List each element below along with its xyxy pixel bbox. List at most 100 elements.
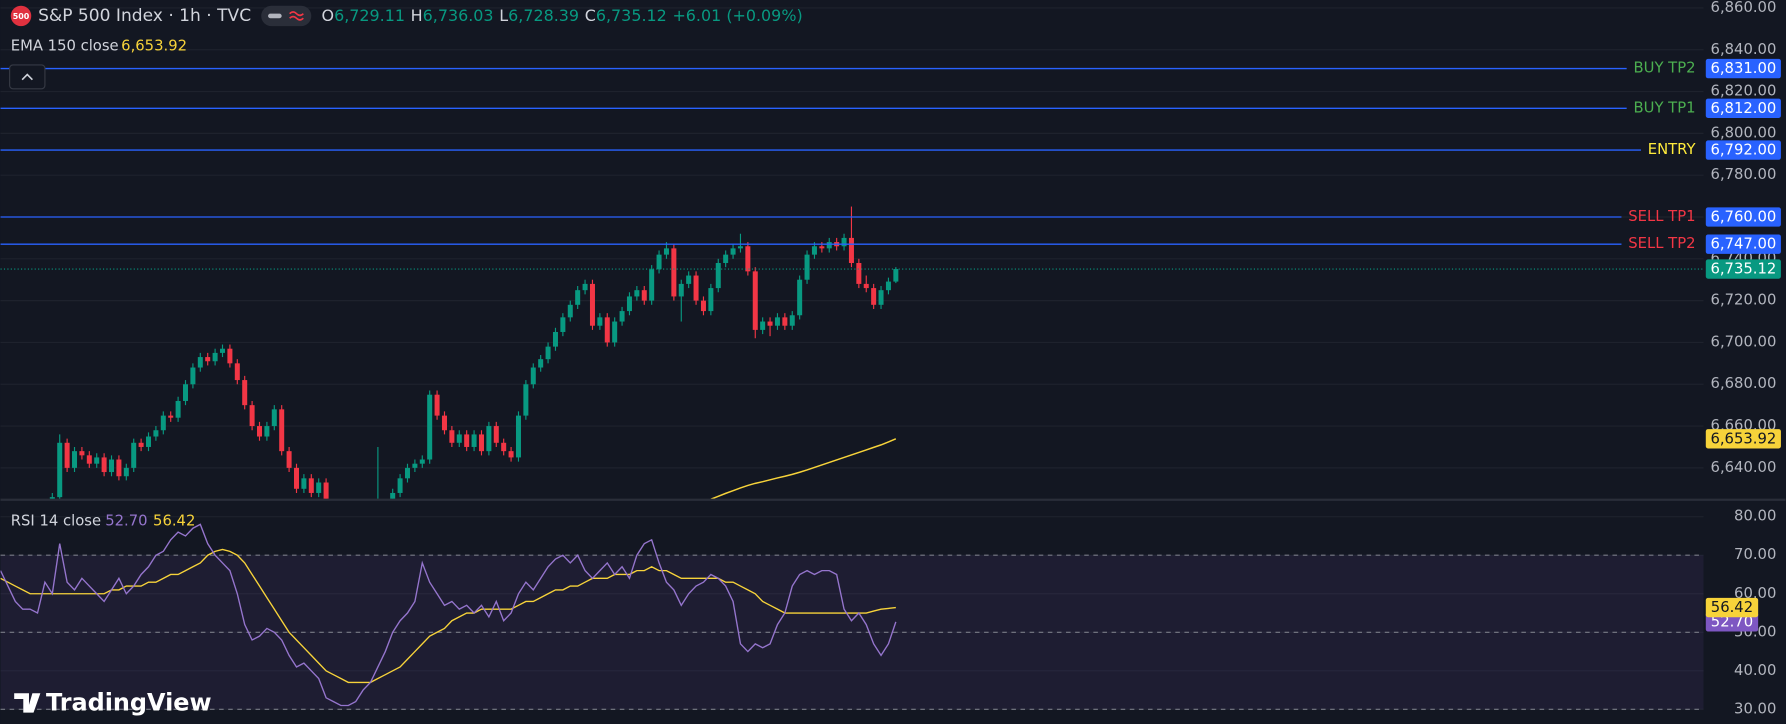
candle-body: [567, 304, 573, 318]
candle-body: [530, 367, 536, 385]
candle-body: [123, 467, 129, 477]
candle-body: [441, 415, 447, 431]
candle-body: [708, 288, 714, 312]
candle-body: [560, 317, 566, 332]
y-tick-label: 70.00: [1734, 546, 1776, 563]
y-tick-label: 6,800.00: [1711, 124, 1777, 141]
candle-body: [619, 311, 625, 322]
candle-body: [316, 482, 322, 493]
candle-body: [885, 281, 891, 291]
candle-body: [219, 348, 226, 353]
ohlc-value: 6,736.03: [423, 5, 494, 24]
candle-body: [878, 290, 884, 305]
candle-body: [671, 248, 677, 297]
candle-body: [693, 275, 699, 301]
candle-body: [612, 321, 618, 343]
candle-body: [797, 279, 803, 316]
ohlc-key: L: [499, 5, 508, 24]
candle-body: [131, 442, 137, 468]
candle-body: [589, 283, 595, 326]
candle-body: [723, 254, 729, 263]
candle-body: [86, 455, 92, 464]
toggle-icon[interactable]: [289, 11, 304, 21]
candle-body: [804, 254, 810, 280]
toggle-icon[interactable]: [268, 13, 282, 19]
candle-body: [545, 346, 551, 360]
ohlc-key: C: [585, 5, 596, 24]
candle-body: [146, 436, 152, 447]
candle-body: [663, 248, 669, 255]
rsi-line: [0, 523, 897, 707]
collapse-button[interactable]: [9, 64, 46, 90]
ema-legend: EMA 150 close: [11, 38, 119, 55]
ema-price-tag: [1705, 429, 1781, 449]
candle-body: [552, 331, 558, 347]
candle-body: [212, 352, 218, 362]
candle-body: [730, 248, 736, 255]
candle-body: [57, 442, 63, 498]
ohlc-change: +6.01 (+0.09%): [672, 5, 802, 24]
candle-body: [390, 492, 396, 499]
level-label: BUY TP1: [1634, 99, 1696, 116]
candle-body: [760, 321, 766, 330]
y-tick-label: 6,720.00: [1711, 292, 1777, 309]
candle-body: [293, 467, 300, 489]
candle-body: [427, 394, 433, 460]
toggle-icons[interactable]: [261, 5, 312, 27]
ohlc-value: 6,735.12: [596, 5, 667, 24]
y-tick-label: 6,700.00: [1711, 333, 1777, 350]
candle-body: [153, 430, 159, 437]
candle-body: [737, 246, 743, 249]
ohlc-key: O: [322, 5, 335, 24]
candle-body: [597, 317, 603, 326]
candle-body: [678, 283, 684, 297]
candle-body: [641, 290, 647, 301]
ohlc-key: H: [411, 5, 423, 24]
candle-body: [109, 459, 115, 473]
candle-body: [841, 237, 847, 247]
symbol-icon-text: 500: [13, 12, 30, 21]
candle-body: [49, 497, 55, 499]
candle-body: [464, 434, 470, 447]
symbol-title: S&P 500 Index · 1h · TVC: [38, 6, 251, 26]
candle-body: [449, 430, 455, 443]
candle-body: [168, 415, 174, 418]
candle-body: [686, 275, 692, 284]
y-tick-label: 6,680.00: [1711, 375, 1777, 392]
candle-body: [286, 451, 292, 468]
candle-body: [826, 242, 832, 249]
watermark: TradingView: [46, 689, 212, 717]
rsi-legend-value: 52.70: [105, 512, 147, 529]
level-price-tag: [1705, 207, 1781, 227]
candle-body: [116, 459, 122, 477]
watermark-logo: [14, 693, 41, 713]
last-price-tag-text: 6,735.12: [1710, 261, 1776, 278]
candle-body: [700, 300, 706, 312]
candle-body: [774, 317, 780, 326]
candle-body: [871, 288, 877, 305]
candle-body: [523, 384, 529, 416]
ema-line: [710, 438, 897, 499]
level-label: SELL TP2: [1628, 235, 1695, 252]
rsi-ma-legend-value: 56.42: [153, 512, 195, 529]
candle-body: [501, 442, 507, 452]
y-tick-label: 6,780.00: [1711, 166, 1777, 183]
candle-body: [183, 384, 189, 401]
y-tick-label: 40.00: [1734, 662, 1776, 679]
level-price-tag-text: 6,792.00: [1710, 142, 1776, 159]
candle-body: [893, 269, 899, 282]
y-tick-label: 80.00: [1734, 508, 1776, 525]
candle-body: [745, 246, 751, 272]
candle-body: [515, 415, 521, 458]
collapse-chevron[interactable]: [21, 73, 33, 81]
toggle-bg[interactable]: [261, 5, 312, 27]
candle-body: [279, 409, 285, 452]
candle-body: [249, 405, 255, 427]
candle-body: [811, 246, 817, 255]
candle-body: [471, 434, 477, 447]
candle-body: [819, 246, 825, 249]
candle-body: [656, 254, 662, 270]
level-price-tag: [1705, 98, 1781, 118]
candle-body: [301, 478, 307, 489]
